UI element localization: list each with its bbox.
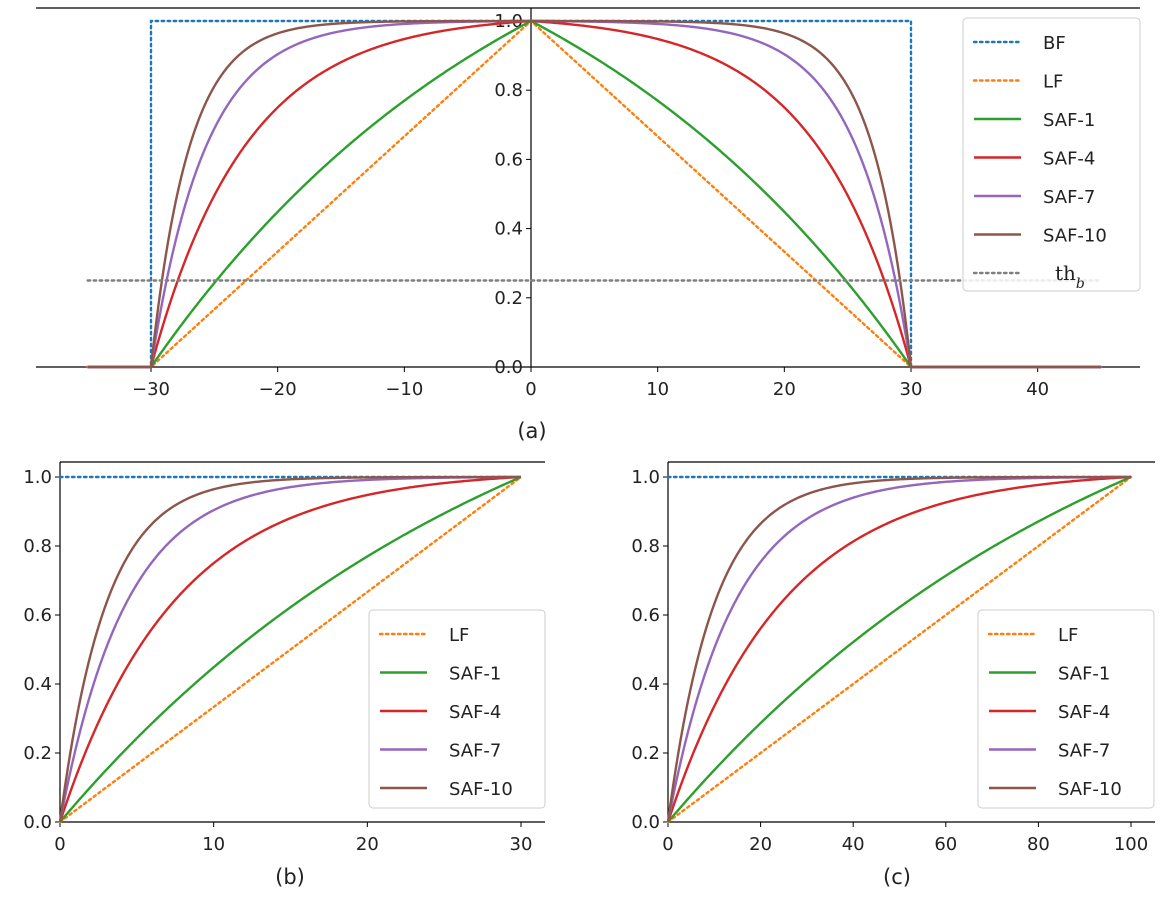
series-line-saf-10 bbox=[58, 475, 521, 823]
x-tick-label: 80 bbox=[1027, 834, 1050, 855]
y-tick-label: 0.2 bbox=[494, 288, 523, 309]
panel-c: 0 20 40 60 80 100 0.0 0.2 0.4 0.6 0.8 1.0 LF SAF-1 SAF… bbox=[631, 461, 1155, 889]
x-tick-label: 30 bbox=[510, 834, 533, 855]
x-tick-label: 100 bbox=[1114, 834, 1148, 855]
series-line-saf-4 bbox=[87, 19, 1101, 369]
series-line-bf bbox=[86, 19, 1103, 369]
series-line-saf-10 bbox=[87, 19, 1101, 369]
legend-box bbox=[368, 609, 546, 809]
series-line-saf-4 bbox=[58, 475, 522, 823]
y-tick-label: 0.0 bbox=[23, 812, 52, 833]
y-tick-label: 1.0 bbox=[23, 467, 52, 488]
x-tick-label: 20 bbox=[749, 834, 772, 855]
legend-label: LF bbox=[1043, 72, 1063, 93]
x-tick-label: 40 bbox=[842, 834, 865, 855]
legend-box bbox=[977, 609, 1155, 809]
legend-label: SAF-1 bbox=[449, 664, 501, 685]
series-line-lf bbox=[86, 19, 1103, 369]
legend-label: SAF-7 bbox=[1043, 187, 1095, 208]
y-tick-label: 0.2 bbox=[23, 743, 52, 764]
series-line-saf-7 bbox=[87, 19, 1101, 369]
legend-label: SAF-7 bbox=[1058, 741, 1110, 762]
series-line-saf-1 bbox=[59, 475, 522, 823]
panel-label: (b) bbox=[275, 865, 305, 889]
panel-label: (a) bbox=[517, 419, 546, 443]
series-line-saf-10 bbox=[666, 475, 1131, 823]
x-tick-label: −10 bbox=[385, 379, 423, 400]
y-tick-label: 0.6 bbox=[23, 605, 52, 626]
x-tick-label: 20 bbox=[356, 834, 379, 855]
legend-label: SAF-7 bbox=[449, 741, 501, 762]
series-line-lf bbox=[58, 475, 523, 824]
legend-label: SAF-10 bbox=[449, 779, 513, 800]
panel-label: (c) bbox=[883, 865, 911, 889]
x-tick-label: 30 bbox=[900, 379, 923, 400]
series-line-saf-1 bbox=[87, 19, 1101, 369]
legend-label: SAF-4 bbox=[449, 702, 501, 723]
panel-b: 0 10 20 30 0.0 0.2 0.4 0.6 0.8 1.0 LF SAF-1 SAF-4 SAF… bbox=[23, 461, 546, 889]
y-tick-label: 1.0 bbox=[631, 467, 660, 488]
legend: LF SAF-1 SAF-4 SAF-7 SAF-10 bbox=[977, 609, 1155, 809]
legend: LF SAF-1 SAF-4 SAF-7 SAF-10 bbox=[368, 609, 546, 809]
series-line-lf bbox=[666, 475, 1133, 824]
legend-label: thb bbox=[1055, 261, 1085, 292]
y-tick-label: 0.6 bbox=[494, 149, 523, 170]
y-tick-label: 0.4 bbox=[494, 219, 523, 240]
x-tick-label: 40 bbox=[1026, 379, 1049, 400]
x-tick-label: 10 bbox=[202, 834, 225, 855]
x-tick-label: 10 bbox=[646, 379, 669, 400]
x-tick-label: 20 bbox=[773, 379, 796, 400]
x-tick-label: 0 bbox=[54, 834, 65, 855]
panel-a: −30 −20 −10 0 10 20 30 400.00.20.40.60.81.0BFLF… bbox=[36, 7, 1141, 443]
x-tick-label: 0 bbox=[525, 379, 536, 400]
legend-box bbox=[962, 17, 1141, 292]
y-tick-label: 0.8 bbox=[23, 536, 52, 557]
y-tick-label: 0.6 bbox=[631, 605, 660, 626]
legend-label: LF bbox=[449, 625, 469, 646]
x-tick-label: −20 bbox=[259, 379, 297, 400]
legend-label: SAF-4 bbox=[1058, 702, 1110, 723]
x-tick-label: 0 bbox=[662, 834, 673, 855]
legend-label: SAF-1 bbox=[1043, 110, 1095, 131]
y-tick-label: 0.2 bbox=[631, 743, 660, 764]
x-tick-label: −30 bbox=[132, 379, 170, 400]
legend-label: SAF-10 bbox=[1058, 779, 1122, 800]
y-tick-label: 0.8 bbox=[631, 536, 660, 557]
y-tick-label: 0.8 bbox=[494, 80, 523, 101]
legend-label: SAF-4 bbox=[1043, 149, 1095, 170]
legend-label: SAF-10 bbox=[1043, 226, 1107, 247]
y-tick-label: 0.4 bbox=[23, 674, 52, 695]
y-tick-label: 0.4 bbox=[631, 674, 660, 695]
legend-label: BF bbox=[1043, 33, 1066, 54]
y-tick-label: 0.0 bbox=[631, 812, 660, 833]
series-line-saf-1 bbox=[667, 475, 1132, 823]
y-tick-label: 0.0 bbox=[494, 357, 523, 378]
series-line-saf-4 bbox=[666, 475, 1132, 823]
legend: BF LF SAF-1 SAF-4 SAF-7 SAF-10 thb bbox=[962, 17, 1141, 292]
legend-label: LF bbox=[1058, 625, 1078, 646]
x-tick-label: 60 bbox=[934, 834, 957, 855]
legend-label: SAF-1 bbox=[1058, 664, 1110, 685]
